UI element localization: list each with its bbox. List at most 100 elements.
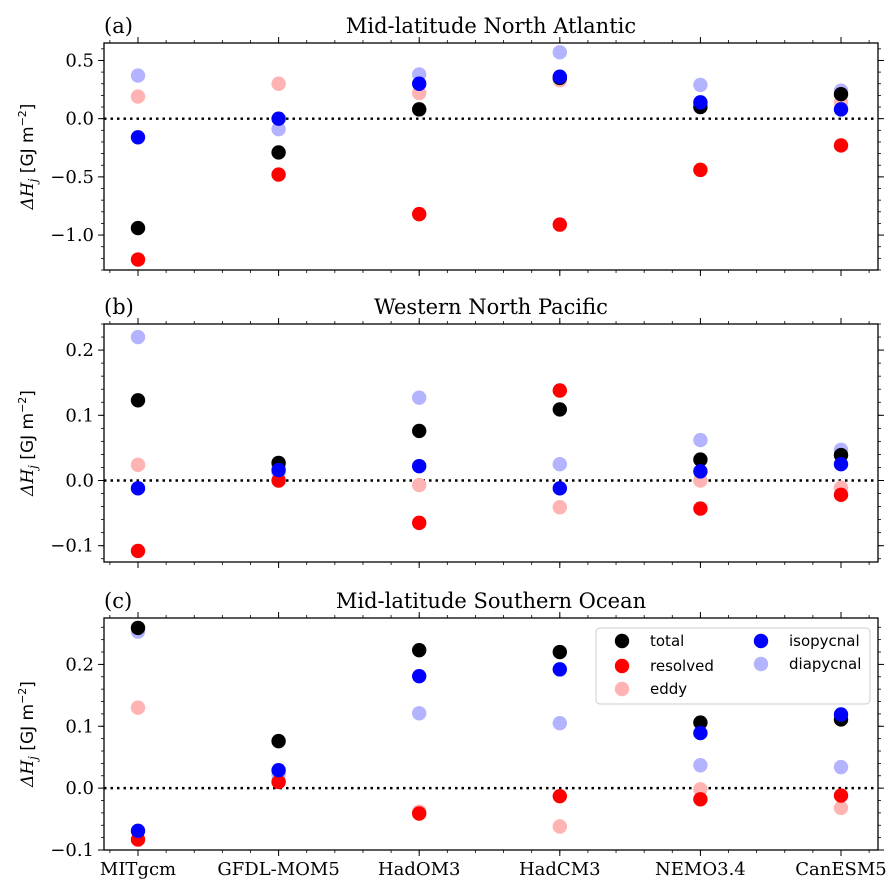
legend-marker-diapycnal [753,656,769,672]
point-eddy [552,500,567,515]
x-tick-label: CanESM5 [795,859,886,880]
panel-title: Mid-latitude North Atlantic [346,14,636,38]
x-tick-label: HadOM3 [378,859,461,880]
point-isopycnal [833,102,849,117]
point-diapycnal [412,706,427,721]
plot-frame [103,323,879,563]
point-isopycnal [130,130,146,145]
point-total [412,642,427,658]
point-resolved [271,774,286,790]
point-diapycnal [693,758,708,773]
point-isopycnal [271,462,286,478]
point-eddy [693,782,708,797]
point-total [271,733,286,749]
y-axis-label: ΔHj [GJ m−2] [16,104,40,211]
point-resolved [130,252,146,267]
y-tick-label: 0.2 [65,654,94,675]
point-total [412,423,427,439]
panel-title: Western North Pacific [374,295,608,319]
point-total [833,87,849,102]
point-isopycnal [693,725,708,741]
point-resolved [833,788,849,803]
point-resolved [271,167,286,182]
y-tick-label: 0.2 [65,340,94,361]
point-isopycnal [552,69,567,84]
point-isopycnal [552,481,567,496]
legend-label-resolved: resolved [650,657,714,675]
panel-label: (b) [104,295,134,319]
x-tick-label: HadCM3 [519,859,601,880]
y-tick-label: 0.0 [65,470,94,491]
legend: total resolved eddy isopycnal diapycnal [595,627,871,705]
point-resolved [552,217,567,232]
y-tick-label: 0.0 [65,109,94,130]
point-resolved [412,515,427,531]
point-eddy [552,819,567,834]
y-tick-label: 0.1 [65,405,94,426]
panel-label: (c) [104,589,132,613]
point-total [130,220,146,236]
point-total [552,644,567,660]
point-diapycnal [693,432,708,448]
point-diapycnal [130,68,146,83]
point-diapycnal [693,77,708,93]
point-total [130,393,146,408]
panel-2: 0.2 0.1 0.0 −0.1 (b) Western North Pacific ΔHj… [16,295,884,568]
point-isopycnal [271,111,286,126]
point-isopycnal [412,458,427,474]
point-total [412,102,427,117]
point-diapycnal [552,456,567,472]
plot-frame [103,617,879,851]
point-resolved [130,543,146,559]
y-tick-label: −0.1 [50,840,94,861]
x-tick-label: NEMO3.4 [655,859,746,880]
point-diapycnal [833,759,849,775]
x-tick-label: GFDL-MOM5 [217,859,339,880]
point-eddy [130,700,146,715]
y-tick-label: 0.5 [65,50,94,71]
y-tick-label: −0.1 [50,536,94,557]
point-diapycnal [412,390,427,405]
point-resolved [271,473,286,488]
y-tick-label: −0.5 [50,167,94,188]
point-total [693,452,708,467]
point-eddy [130,89,146,104]
point-resolved [693,162,708,178]
point-isopycnal [412,668,427,684]
legend-label-eddy: eddy [650,680,687,698]
legend-marker-eddy [614,681,630,697]
point-total [552,402,567,417]
x-tick-label: MITgcm [100,859,176,880]
point-isopycnal [833,456,849,472]
legend-label-diapycnal: diapycnal [789,655,861,673]
legend-marker-resolved [614,658,630,674]
point-diapycnal [271,121,286,137]
plot-frame [103,42,879,271]
legend-box [595,627,871,705]
panel-3: 0.2 0.1 0.0 −0.1 MITgcm GFDL-MOM5 HadOM3 HadCM3… [16,589,887,880]
point-isopycnal [130,481,146,496]
point-isopycnal [271,762,286,778]
point-resolved [693,501,708,516]
y-axis-label: ΔHj [GJ m−2] [16,390,40,497]
point-resolved [412,806,427,821]
point-isopycnal [552,662,567,677]
legend-marker-total [614,633,630,649]
point-diapycnal [552,715,567,731]
point-isopycnal [833,707,849,722]
point-isopycnal [130,823,146,839]
point-eddy [833,800,849,816]
point-resolved [833,487,849,503]
legend-label-total: total [650,632,684,650]
y-tick-label: −1.0 [50,225,94,246]
point-eddy [130,457,146,473]
legend-marker-isopycnal [753,633,769,649]
point-eddy [271,76,286,91]
point-resolved [693,792,708,807]
panel-1: 0.5 0.0 −0.5 −1.0 (a) Mid-latitude North Atla… [16,14,884,276]
point-isopycnal [693,95,708,110]
point-isopycnal [693,464,708,479]
panel-label: (a) [104,14,133,38]
point-resolved [412,206,427,222]
